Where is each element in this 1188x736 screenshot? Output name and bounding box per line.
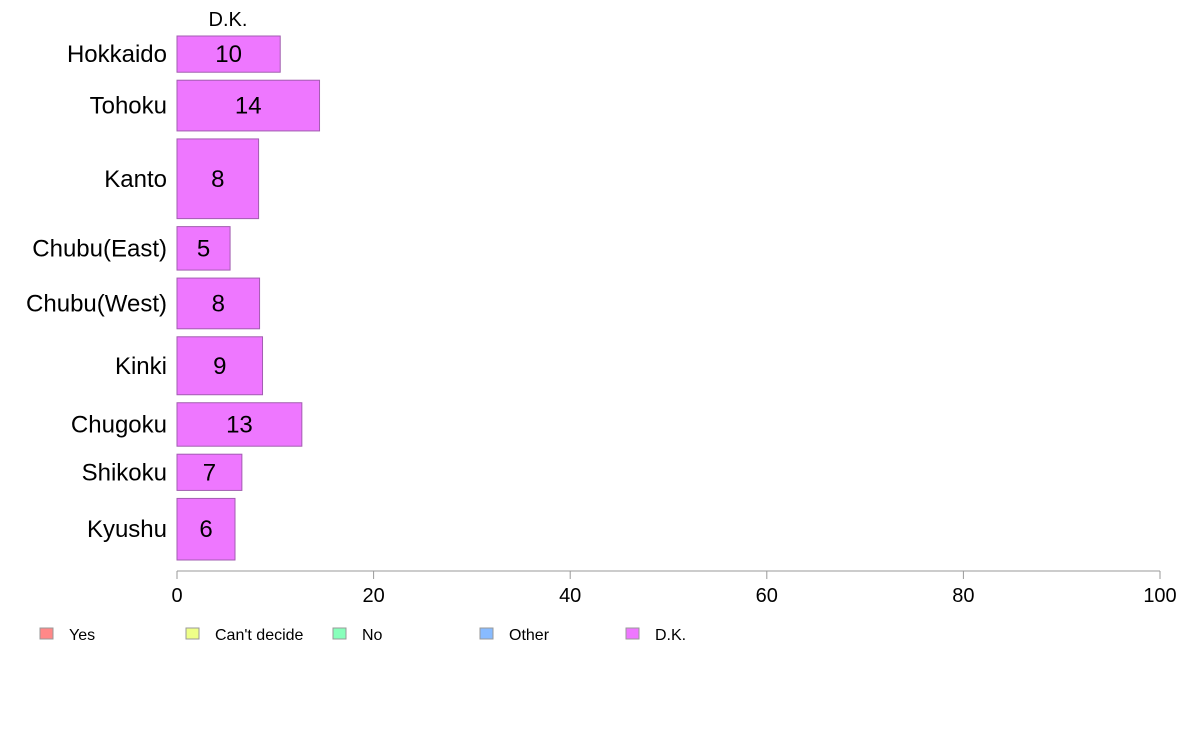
- x-tick-label: 0: [171, 585, 182, 607]
- x-tick-label: 20: [362, 585, 384, 607]
- bar-value-label: 8: [212, 290, 225, 317]
- legend-label: Can't decide: [215, 627, 304, 644]
- bar-chubu-west-: [176, 277, 261, 330]
- bars-layer: Hokkaido 10 Tohoku 14 Kanto 8 Chubu(East) 5 Chub…: [26, 35, 321, 561]
- bar-value-label: 13: [226, 411, 253, 438]
- bar-value-label: 9: [213, 353, 226, 380]
- category-label: Chugoku: [71, 411, 167, 438]
- bar-value-label: 6: [199, 516, 212, 543]
- bar-value-label: 14: [235, 93, 262, 120]
- bar-value-label: 10: [215, 41, 242, 68]
- bar-hokkaido: [176, 35, 281, 73]
- legend-swatch: [479, 627, 494, 640]
- bar-tohoku: [176, 79, 321, 132]
- bar-value-label: 7: [203, 459, 216, 486]
- bar-kanto: [176, 138, 260, 220]
- x-axis: 0 20 40 60 80 100: [171, 570, 1177, 607]
- bar-shikoku: [176, 453, 243, 491]
- category-label: Chubu(East): [32, 235, 167, 262]
- category-label: Tohoku: [90, 93, 167, 120]
- category-label: Chubu(West): [26, 290, 167, 317]
- legend: Yes Can't decide No Other D.K.: [39, 627, 686, 644]
- bar-kyushu: [176, 497, 236, 561]
- legend-label: Yes: [69, 627, 95, 644]
- x-tick-label: 60: [756, 585, 778, 607]
- bar-chugoku: [176, 402, 303, 447]
- legend-swatch: [625, 627, 640, 640]
- category-label: Shikoku: [82, 459, 167, 486]
- bar-kinki: [176, 336, 264, 396]
- legend-label: D.K.: [655, 627, 686, 644]
- category-label: Hokkaido: [67, 41, 167, 68]
- category-label: Kanto: [104, 166, 167, 193]
- bar-value-label: 5: [197, 235, 210, 262]
- panel-title: D.K.: [209, 9, 248, 31]
- bar-value-label: 8: [211, 166, 224, 193]
- legend-swatch: [185, 627, 200, 640]
- category-label: Kyushu: [87, 516, 167, 543]
- bar-chubu-east-: [176, 226, 231, 271]
- legend-swatch: [332, 627, 347, 640]
- legend-swatch: [39, 627, 54, 640]
- category-label: Kinki: [115, 353, 167, 380]
- x-tick-label: 80: [952, 585, 974, 607]
- legend-label: No: [362, 627, 383, 644]
- legend-label: Other: [509, 627, 550, 644]
- x-tick-label: 100: [1143, 585, 1176, 607]
- x-tick-label: 40: [559, 585, 581, 607]
